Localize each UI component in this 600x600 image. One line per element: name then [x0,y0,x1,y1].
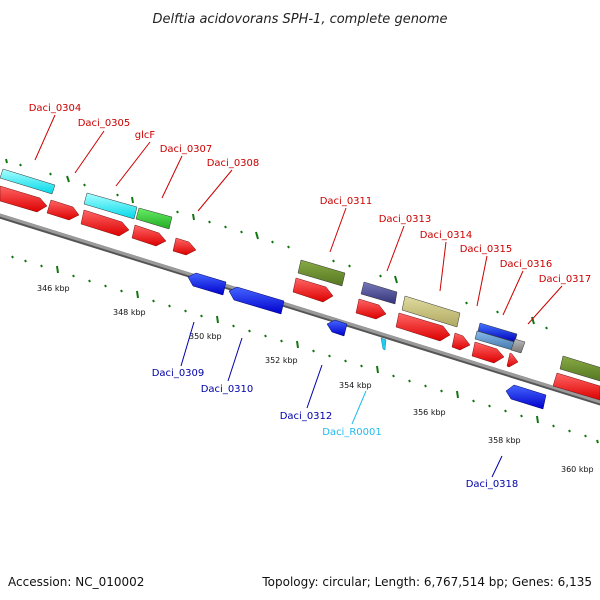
accession-text: Accession: NC_010002 [8,575,144,589]
gene-label-daci-0311[interactable]: Daci_0311 [320,196,373,207]
gene-label-daci-0309[interactable]: Daci_0309 [152,368,205,379]
cds-arrow-daci-0314[interactable] [395,312,451,342]
cds-arrow-daci-0318[interactable] [505,384,547,410]
cds-arrow-daci-0305[interactable] [46,199,80,221]
genome-summary-text: Topology: circular; Length: 6,767,514 bp… [261,575,592,589]
rna-arrow-daci-r0001[interactable] [380,337,387,351]
tick-label: 354 kbp [339,381,372,390]
cds-arrow-glcf[interactable] [80,209,130,237]
cds-arrow-daci-0316[interactable] [471,341,505,364]
gene-label-daci-0315[interactable]: Daci_0315 [460,244,513,255]
gene-label-glcf[interactable]: glcF [135,130,156,141]
feature-box-daci-0316[interactable] [510,338,526,354]
cds-arrow-daci-0308[interactable] [172,237,197,256]
tick-labels: 346 kbp 348 kbp 350 kbp 352 kbp 354 kbp … [37,284,594,474]
lower-tick-track [11,255,599,444]
tick-label: 358 kbp [488,436,521,445]
cds-arrow-daci-0317[interactable] [552,372,600,401]
forward-cds-track [0,185,600,401]
gene-label-daci-0318[interactable]: Daci_0318 [466,479,519,490]
cds-arrow-daci-0316-b[interactable] [506,352,519,368]
gene-label-daci-0305[interactable]: Daci_0305 [78,118,131,129]
cds-arrow-daci-0312[interactable] [326,319,348,337]
tick-label: 348 kbp [113,308,146,317]
gene-label-daci-0308[interactable]: Daci_0308 [207,158,260,169]
cds-arrow-daci-0304[interactable] [0,185,48,213]
tick-label: 360 kbp [561,465,594,474]
genome-backbone [0,213,600,406]
gene-label-daci-0312[interactable]: Daci_0312 [280,411,333,422]
gene-label-daci-0304[interactable]: Daci_0304 [29,103,82,114]
tick-label: 350 kbp [189,332,222,341]
cds-arrow-daci-0309[interactable] [187,272,227,296]
feature-box-daci-0317[interactable] [559,355,600,382]
cds-arrow-daci-0311[interactable] [292,277,334,303]
feature-box-daci-0313[interactable] [360,281,398,305]
forward-leader-lines [34,114,563,325]
cds-arrow-daci-0315[interactable] [451,332,471,351]
feature-box-glcf[interactable] [135,207,173,230]
gene-label-daci-0314[interactable]: Daci_0314 [420,230,473,241]
gene-label-daci-0316[interactable]: Daci_0316 [500,259,553,270]
feature-track [0,168,600,382]
cds-arrow-daci-0310[interactable] [228,286,285,315]
tick-label: 346 kbp [37,284,70,293]
cds-arrow-daci-0307[interactable] [131,224,167,247]
gene-label-daci-0317[interactable]: Daci_0317 [539,274,592,285]
feature-box-daci-0311[interactable] [297,259,346,287]
reverse-cds-track [187,272,547,410]
gene-label-daci-0310[interactable]: Daci_0310 [201,384,254,395]
cds-arrow-daci-0313[interactable] [355,298,387,320]
feature-box-daci-0305[interactable] [83,192,138,220]
tick-label: 356 kbp [413,408,446,417]
reverse-leader-lines [180,321,503,478]
map-title: Delftia acidovorans SPH-1, complete geno… [152,12,447,27]
feature-box-daci-0304[interactable] [0,168,56,195]
feature-box-daci-0314[interactable] [401,295,461,328]
upper-tick-track [5,158,548,330]
tick-label: 352 kbp [265,356,298,365]
reverse-gene-labels: Daci_0309 Daci_0310 Daci_0312 Daci_R0001… [152,368,519,490]
forward-gene-labels: Daci_0304 Daci_0305 glcF Daci_0307 Daci_… [29,103,592,285]
gene-label-daci-0313[interactable]: Daci_0313 [379,214,432,225]
gene-label-daci-r0001[interactable]: Daci_R0001 [322,427,382,438]
gene-label-daci-0307[interactable]: Daci_0307 [160,144,213,155]
